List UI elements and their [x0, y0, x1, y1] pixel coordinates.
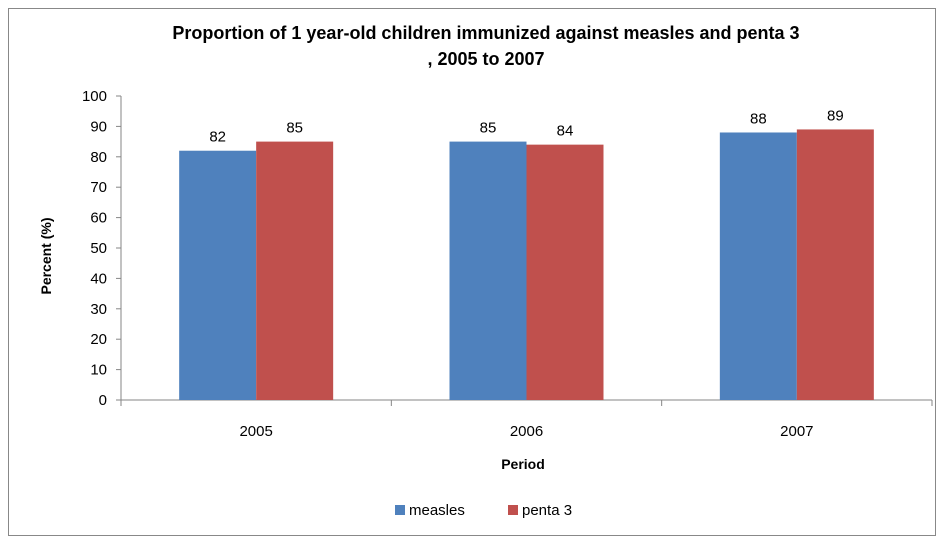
y-tick-label: 20 [90, 331, 107, 348]
bar-chart: Proportion of 1 year-old children immuni… [38, 23, 933, 519]
y-tick-label: 100 [82, 88, 107, 105]
y-tick-label: 10 [90, 362, 107, 379]
x-tick-label: 2007 [780, 423, 813, 440]
data-label: 82 [209, 129, 226, 146]
bar-penta-3-2005 [256, 141, 334, 400]
data-label: 88 [750, 110, 767, 127]
bar-measles-2006 [449, 141, 527, 400]
chart-frame: Proportion of 1 year-old children immuni… [8, 8, 936, 536]
legend-label: penta 3 [522, 502, 572, 519]
y-tick-label: 60 [90, 210, 107, 227]
legend: measles penta 3 [395, 502, 572, 519]
data-label: 85 [480, 120, 497, 137]
y-tick-label: 0 [99, 392, 107, 409]
chart-title-line-2: , 2005 to 2007 [427, 49, 544, 69]
bar-measles-2007 [719, 132, 797, 400]
plot-area: 0 10 20 30 40 50 60 70 80 90 100 82 85 2005 85 84 2006 88… [82, 88, 933, 440]
x-tick-label: 2006 [510, 423, 543, 440]
data-label: 84 [557, 123, 574, 140]
bar-penta-3-2007 [796, 129, 874, 400]
data-label: 85 [286, 120, 303, 137]
y-tick-label: 40 [90, 270, 107, 287]
y-tick-label: 80 [90, 149, 107, 166]
y-tick-label: 50 [90, 240, 107, 257]
y-tick-label: 90 [90, 118, 107, 135]
y-tick-label: 30 [90, 301, 107, 318]
y-axis-label: Percent (%) [38, 217, 54, 294]
chart-title-line-1: Proportion of 1 year-old children immuni… [172, 23, 799, 43]
legend-swatch-measles [395, 505, 405, 515]
legend-swatch-penta-3 [508, 505, 518, 515]
x-tick-label: 2005 [239, 423, 272, 440]
bar-penta-3-2006 [526, 144, 604, 400]
bar-measles-2005 [179, 150, 257, 400]
data-label: 89 [827, 107, 844, 124]
y-tick-label: 70 [90, 179, 107, 196]
x-axis-label: Period [501, 456, 545, 472]
legend-label: measles [409, 502, 465, 519]
